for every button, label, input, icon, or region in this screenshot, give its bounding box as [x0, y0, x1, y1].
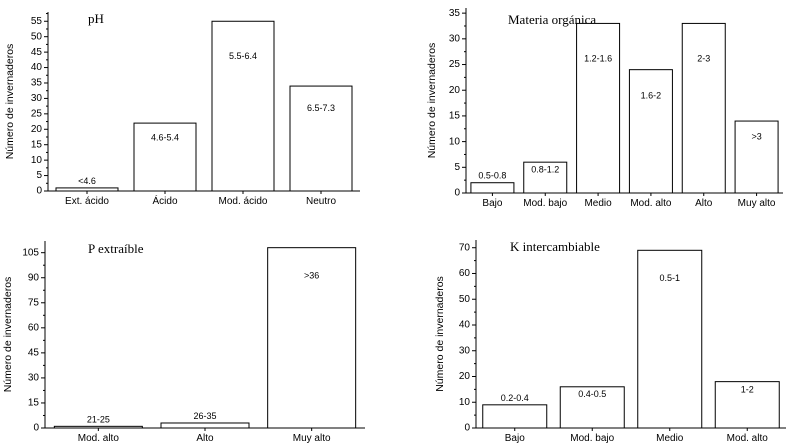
bar	[734, 120, 779, 194]
y-tick-label: 0	[454, 188, 460, 199]
x-tick-label: Alto	[695, 198, 713, 209]
x-tick-label: Muy alto	[738, 198, 776, 209]
x-tick-label: Ext. ácido	[65, 196, 109, 207]
bar-range-label: 21-25	[87, 414, 110, 424]
y-tick-label: 5	[36, 170, 42, 181]
y-tick-label: 35	[31, 78, 43, 89]
bar	[482, 404, 548, 429]
bar-range-label: >3	[751, 131, 761, 141]
bar-range-label: 4.6-5.4	[151, 133, 179, 143]
bar-range-label: 6.5-7.3	[307, 103, 335, 113]
bar	[714, 381, 780, 429]
bar	[267, 247, 357, 429]
bar	[55, 187, 119, 192]
bar	[523, 161, 568, 194]
y-tick-label: 60	[28, 322, 40, 333]
bar	[289, 85, 353, 192]
bar	[681, 22, 726, 194]
y-tick-label: 20	[459, 371, 471, 382]
bar-range-label: 5.5-6.4	[229, 51, 257, 61]
y-axis-label: Número de invernaderos	[434, 276, 446, 392]
chart-title: pH	[88, 11, 104, 26]
y-tick-label: 30	[31, 93, 43, 104]
x-tick-label: Mod. bajo	[570, 433, 614, 444]
x-tick-label: Mod. bajo	[523, 198, 567, 209]
bar	[576, 22, 621, 194]
bar-range-label: 1.6-2	[641, 90, 662, 100]
chart-title: K intercambiable	[510, 239, 600, 254]
y-tick-label: 40	[459, 320, 471, 331]
bar-range-label: 1.2-1.6	[584, 53, 612, 63]
x-tick-label: Alto	[196, 433, 214, 444]
bar-range-label: 0.8-1.2	[531, 164, 559, 174]
y-tick-label: 45	[31, 47, 43, 58]
bar-range-label: 0.5-1	[659, 273, 680, 283]
y-tick-label: 55	[31, 16, 43, 27]
x-tick-label: Mod. alto	[727, 433, 769, 444]
y-tick-label: 0	[33, 423, 39, 434]
y-tick-label: 0	[464, 423, 470, 434]
x-tick-label: Neutro	[306, 196, 336, 207]
y-tick-label: 70	[459, 242, 471, 253]
y-tick-label: 10	[449, 136, 461, 147]
bar-range-label: 0.2-0.4	[501, 393, 529, 403]
x-tick-label: Medio	[584, 198, 612, 209]
chart-3: P extraíble Número de invernaderos 0 15 30 45…	[2, 241, 365, 444]
y-tick-label: 30	[449, 33, 461, 44]
chart-title: P extraíble	[88, 241, 144, 256]
bar	[160, 422, 250, 429]
y-tick-label: 10	[31, 155, 43, 166]
bar-range-label: <4.6	[78, 176, 96, 186]
y-tick-label: 15	[28, 398, 40, 409]
y-tick-label: 5	[454, 162, 460, 173]
y-axis-label: Número de invernaderos	[426, 43, 438, 159]
y-tick-label: 60	[459, 268, 471, 279]
bar-range-label: 0.4-0.5	[578, 389, 606, 399]
chart-1: pH Número de invernaderos 0 5 10 15 20 25 30 35 40…	[4, 11, 360, 207]
x-tick-label: Mod. alto	[78, 433, 120, 444]
x-tick-label: Muy alto	[293, 433, 331, 444]
y-tick-label: 40	[31, 62, 43, 73]
chart-4: K intercambiable Número de invernaderos 0 1…	[434, 239, 786, 444]
y-tick-label: 35	[449, 8, 461, 19]
y-tick-label: 15	[449, 111, 461, 122]
y-tick-label: 15	[31, 139, 43, 150]
x-tick-label: Mod. ácido	[219, 196, 268, 207]
bar	[628, 69, 673, 194]
y-tick-label: 30	[28, 373, 40, 384]
y-tick-label: 50	[31, 31, 43, 42]
y-axis-label: Número de invernaderos	[4, 44, 16, 160]
bar-range-label: 26-35	[193, 411, 216, 421]
y-tick-label: 20	[449, 85, 461, 96]
bar-range-label: 2-3	[697, 53, 710, 63]
y-axis-label: Número de invernaderos	[2, 277, 14, 393]
x-tick-label: Bajo	[505, 433, 525, 444]
y-tick-label: 20	[31, 124, 43, 135]
chart-title: Materia orgánica	[508, 12, 596, 27]
y-tick-label: 25	[31, 108, 43, 119]
x-tick-label: Mod. alto	[630, 198, 672, 209]
y-tick-label: 45	[28, 348, 40, 359]
bar	[470, 182, 515, 194]
bar-range-label: >36	[304, 271, 319, 281]
bar	[133, 122, 197, 192]
bar-range-label: 1-2	[741, 385, 754, 395]
y-tick-label: 0	[36, 186, 42, 197]
bar	[211, 20, 275, 192]
x-tick-label: Medio	[656, 433, 684, 444]
y-tick-label: 50	[459, 294, 471, 305]
bar-range-label: 0.5-0.8	[478, 171, 506, 181]
y-tick-label: 30	[459, 345, 471, 356]
chart-2: Materia orgánica Número de invernaderos 0 5…	[426, 8, 783, 209]
y-tick-label: 25	[449, 59, 461, 70]
x-tick-label: Ácido	[152, 194, 177, 207]
y-tick-label: 75	[28, 297, 40, 308]
y-tick-label: 10	[459, 397, 471, 408]
bar	[53, 425, 143, 429]
y-tick-label: 90	[28, 272, 40, 283]
bar	[559, 386, 625, 429]
x-tick-label: Bajo	[482, 198, 502, 209]
y-tick-label: 105	[22, 247, 39, 258]
